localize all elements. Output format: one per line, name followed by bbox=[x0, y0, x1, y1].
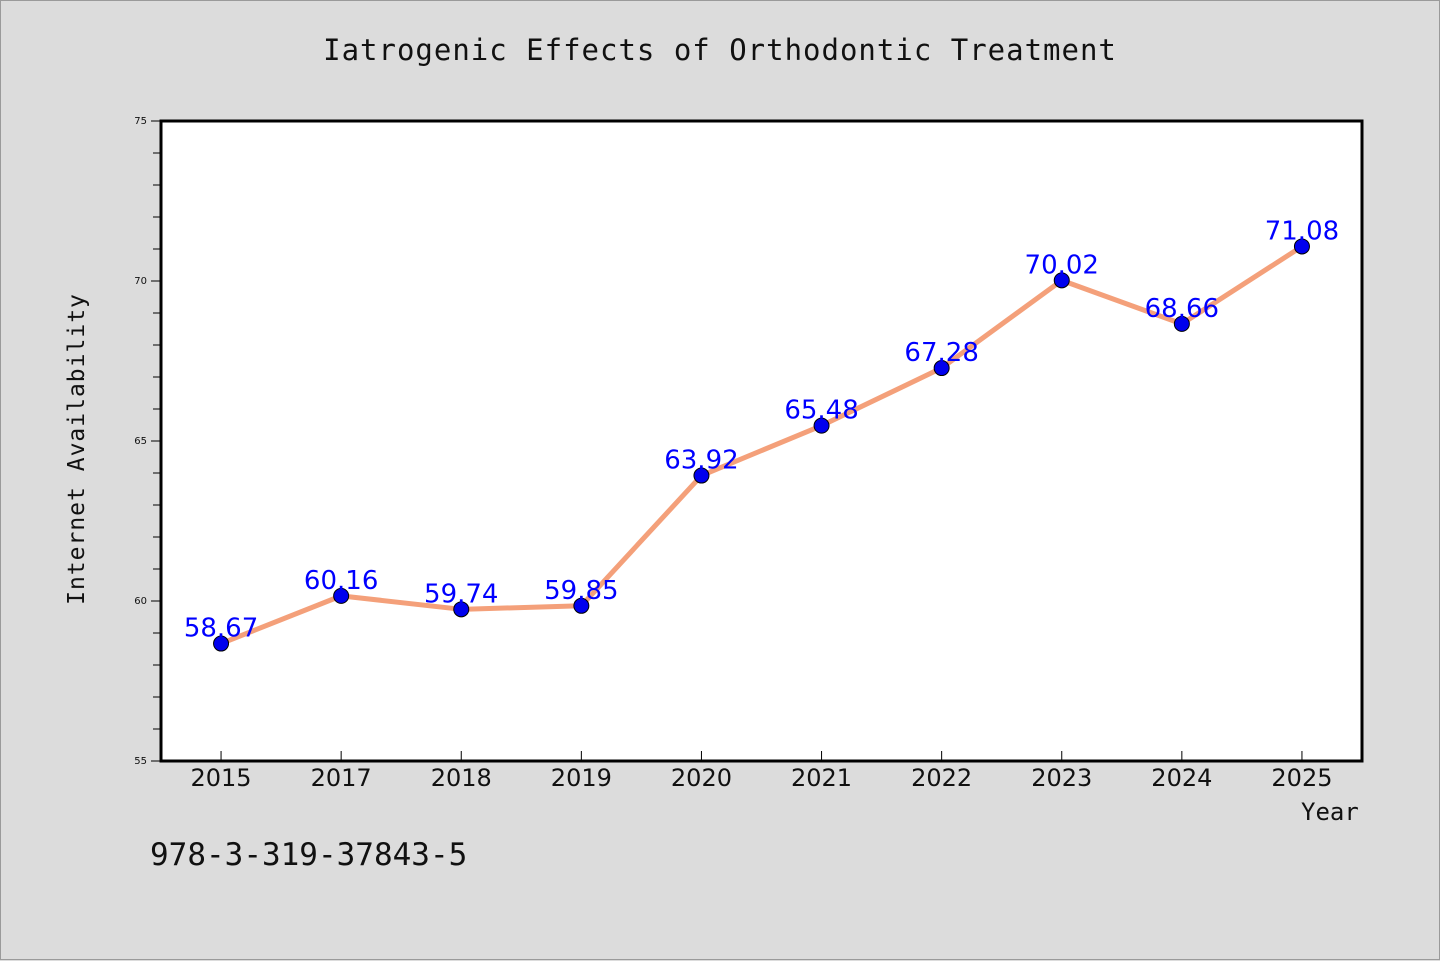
data-point bbox=[693, 467, 710, 484]
series-group bbox=[213, 238, 1310, 652]
x-tick-label: 2017 bbox=[311, 764, 372, 792]
data-label: 65.48 bbox=[784, 396, 858, 426]
data-label: 67.28 bbox=[904, 338, 978, 368]
data-label: 68.66 bbox=[1145, 294, 1219, 324]
data-point bbox=[1053, 272, 1070, 289]
x-tick-label: 2022 bbox=[911, 764, 972, 792]
x-tick-label: 2019 bbox=[551, 764, 612, 792]
x-tick-label: 2023 bbox=[1031, 764, 1092, 792]
y-tick-label: 55 bbox=[134, 756, 147, 767]
y-tick-label: 60 bbox=[134, 596, 147, 607]
series-line bbox=[218, 243, 1305, 647]
chart-title: Iatrogenic Effects of Orthodontic Treatm… bbox=[323, 33, 1117, 67]
y-tick-label: 70 bbox=[134, 276, 147, 287]
data-label: 71.08 bbox=[1265, 216, 1339, 246]
data-label: 59.85 bbox=[544, 576, 618, 606]
x-tick-label: 2020 bbox=[671, 764, 732, 792]
data-labels: 58.67 60.16 59.74 59.85 63.92 65.48 67.28 70.02… bbox=[184, 216, 1339, 643]
data-label: 59.74 bbox=[424, 579, 498, 609]
x-tick-label: 2025 bbox=[1271, 764, 1332, 792]
data-point bbox=[1293, 238, 1310, 255]
x-tick-label: 2021 bbox=[791, 764, 852, 792]
x-tick-label: 2015 bbox=[191, 764, 252, 792]
x-tick-label: 2024 bbox=[1151, 764, 1212, 792]
data-point bbox=[453, 601, 470, 618]
x-axis: 2015 2017 2018 2019 2020 2021 2022 2023 2024 2025 bbox=[191, 751, 1332, 792]
data-point bbox=[933, 360, 950, 377]
data-point bbox=[333, 587, 350, 604]
data-label: 63.92 bbox=[664, 446, 738, 476]
data-label: 60.16 bbox=[304, 566, 378, 596]
y-tick-label: 75 bbox=[134, 116, 147, 127]
y-axis: 55 60 65 70 75 bbox=[134, 116, 161, 767]
isbn-label: 978-3-319-37843-5 bbox=[150, 837, 468, 873]
data-label: 58.67 bbox=[184, 614, 258, 644]
y-tick-label: 65 bbox=[134, 436, 147, 447]
x-axis-title: Year bbox=[1301, 798, 1359, 826]
x-tick-label: 2018 bbox=[431, 764, 492, 792]
data-point bbox=[813, 417, 830, 434]
data-point bbox=[1173, 315, 1190, 332]
plot-area bbox=[159, 119, 1364, 763]
data-label: 70.02 bbox=[1025, 250, 1099, 280]
data-point bbox=[213, 635, 230, 652]
data-point bbox=[573, 597, 590, 614]
